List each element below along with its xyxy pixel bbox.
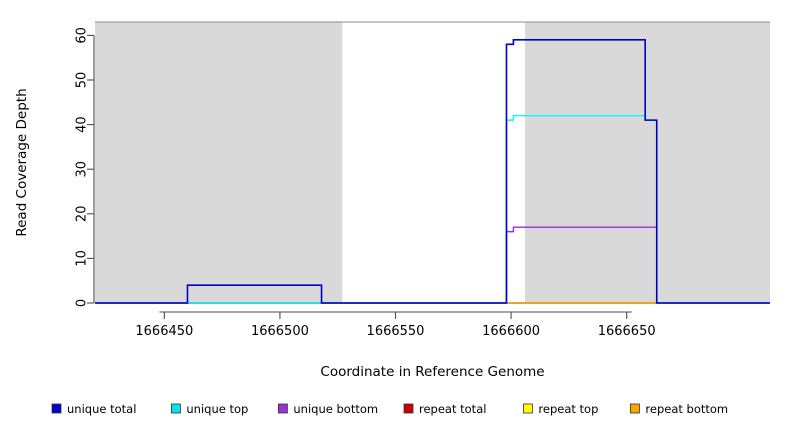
legend-swatch-unique-total bbox=[51, 403, 62, 414]
shaded-region-1 bbox=[524, 22, 770, 303]
legend-item-repeat-bottom: repeat bottom bbox=[630, 402, 728, 416]
series-unique-total bbox=[95, 39, 770, 304]
x-tick-label-1666650: 1666650 bbox=[598, 324, 656, 339]
x-tick-label-1666550: 1666550 bbox=[367, 324, 425, 339]
legend-swatch-unique-top bbox=[170, 403, 181, 414]
x-tick-label-1666500: 1666500 bbox=[251, 324, 309, 339]
y-tick-label-0: 0 bbox=[75, 299, 90, 307]
x-tick-label-1666450: 1666450 bbox=[135, 324, 193, 339]
legend-label-unique-bottom: unique bottom bbox=[293, 402, 378, 416]
y-tick-label-60: 60 bbox=[75, 27, 90, 44]
legend-item-repeat-top: repeat top bbox=[523, 402, 598, 416]
legend-label-repeat-bottom: repeat bottom bbox=[645, 402, 728, 416]
x-tick-label-1666600: 1666600 bbox=[482, 324, 540, 339]
y-axis-title: Read Coverage Depth bbox=[14, 88, 30, 236]
legend-label-repeat-total: repeat total bbox=[419, 402, 486, 416]
x-axis-title: Coordinate in Reference Genome bbox=[320, 364, 544, 380]
y-tick-label-10: 10 bbox=[75, 250, 90, 267]
legend-label-unique-top: unique top bbox=[186, 402, 248, 416]
y-tick-label-50: 50 bbox=[74, 72, 89, 89]
legend-swatch-repeat-top bbox=[523, 403, 533, 414]
legend-item-repeat-total: repeat total bbox=[403, 402, 486, 416]
shaded-region-0 bbox=[95, 22, 343, 303]
legend-swatch-repeat-bottom bbox=[630, 403, 640, 414]
legend-swatch-unique-bottom bbox=[277, 403, 288, 414]
legend-label-unique-total: unique total bbox=[67, 402, 136, 416]
legend-item-unique-total: unique total bbox=[51, 402, 136, 416]
legend-item-unique-bottom: unique bottom bbox=[277, 402, 378, 416]
legend-label-repeat-top: repeat top bbox=[538, 402, 598, 416]
y-tick-label-40: 40 bbox=[75, 116, 90, 133]
y-tick-label-30: 30 bbox=[75, 161, 90, 178]
legend-item-unique-top: unique top bbox=[170, 402, 248, 416]
y-tick-label-20: 20 bbox=[75, 206, 90, 223]
legend-swatch-repeat-total bbox=[403, 403, 414, 414]
